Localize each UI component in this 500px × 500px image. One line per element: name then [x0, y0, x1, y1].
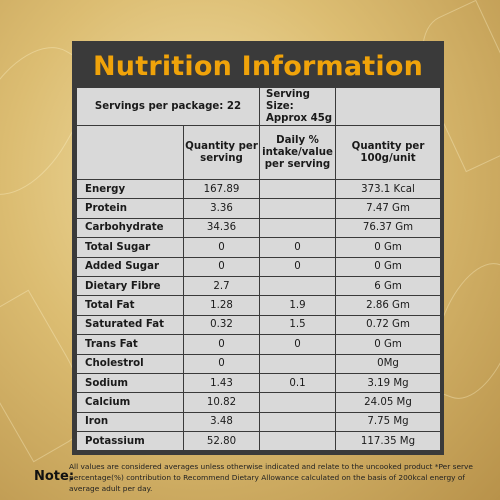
table-row: Cholestrol 0 0Mg [76, 353, 441, 374]
page-title: Nutrition Information [93, 51, 423, 82]
value-per-serving: 52.80 [183, 431, 260, 452]
table-row: Calcium 10.82 24.05 Mg [76, 392, 441, 413]
value-per-100g: 0 Gm [335, 334, 441, 355]
nutrient-name: Carbohydrate [76, 217, 184, 239]
value-per-100g: 76.37 Gm [335, 217, 441, 239]
value-per-100g: 7.47 Gm [335, 198, 441, 219]
servings-per-package: Servings per package: 22 [76, 87, 260, 126]
table-row: Total Fat 1.28 1.9 2.86 Gm [76, 295, 441, 316]
table-row: Dietary Fibre 2.7 6 Gm [76, 275, 441, 297]
value-daily-intake: 1.9 [259, 295, 336, 316]
column-header-per-serving: Quantity per serving [183, 125, 260, 180]
value-daily-intake: 0 [259, 334, 336, 355]
value-per-serving: 3.48 [183, 411, 260, 433]
nutrient-name: Cholestrol [76, 353, 184, 374]
table-header-row: Quantity per serving Daily % intake/valu… [76, 125, 441, 180]
value-daily-intake [259, 353, 336, 374]
nutrient-name: Calcium [76, 392, 184, 413]
table-row: Energy 167.89 373.1 Kcal [76, 178, 441, 200]
nutrient-name: Protein [76, 198, 184, 219]
table-row: Servings per package: 22 Serving Size: A… [76, 87, 441, 126]
table-row: Iron 3.48 7.75 Mg [76, 411, 441, 433]
value-per-serving: 0.32 [183, 314, 260, 336]
value-per-100g: 24.05 Mg [335, 392, 441, 413]
value-per-100g: 117.35 Mg [335, 431, 441, 452]
value-per-100g: 373.1 Kcal [335, 178, 441, 200]
value-per-100g: 7.75 Mg [335, 411, 441, 433]
value-per-serving: 0 [183, 353, 260, 374]
nutrient-name: Total Fat [76, 295, 184, 316]
value-daily-intake [259, 431, 336, 452]
table-row: Total Sugar 0 0 0 Gm [76, 237, 441, 258]
value-daily-intake: 0 [259, 256, 336, 277]
nutrition-table-body: Servings per package: 22 Serving Size: A… [76, 87, 441, 452]
empty-cell [335, 87, 441, 126]
value-per-serving: 2.7 [183, 275, 260, 297]
nutrition-table: Servings per package: 22 Serving Size: A… [76, 87, 441, 452]
value-per-serving: 0 [183, 256, 260, 277]
value-per-100g: 6 Gm [335, 275, 441, 297]
nutrient-name: Trans Fat [76, 334, 184, 355]
note-text: All values are considered averages unles… [69, 462, 473, 493]
value-daily-intake: 1.5 [259, 314, 336, 336]
nutrition-panel: Nutrition Information Servings per packa… [72, 41, 444, 455]
value-daily-intake [259, 411, 336, 433]
note-label: Note: [34, 469, 75, 484]
column-header-daily-intake: Daily % intake/value per serving [259, 125, 336, 180]
table-row: Saturated Fat 0.32 1.5 0.72 Gm [76, 314, 441, 336]
value-daily-intake [259, 178, 336, 200]
value-per-serving: 34.36 [183, 217, 260, 239]
value-daily-intake [259, 275, 336, 297]
value-per-100g: 0 Gm [335, 237, 441, 258]
nutrient-name: Dietary Fibre [76, 275, 184, 297]
value-per-100g: 0.72 Gm [335, 314, 441, 336]
empty-cell [76, 125, 184, 180]
value-per-serving: 3.36 [183, 198, 260, 219]
value-per-100g: 3.19 Mg [335, 372, 441, 394]
table-row: Trans Fat 0 0 0 Gm [76, 334, 441, 355]
table-row: Protein 3.36 7.47 Gm [76, 198, 441, 219]
table-row: Sodium 1.43 0.1 3.19 Mg [76, 372, 441, 394]
value-per-serving: 167.89 [183, 178, 260, 200]
value-per-serving: 0 [183, 237, 260, 258]
nutrient-name: Added Sugar [76, 256, 184, 277]
serving-size: Serving Size: Approx 45g [259, 87, 336, 126]
value-daily-intake: 0.1 [259, 372, 336, 394]
nutrient-name: Energy [76, 178, 184, 200]
nutrient-name: Total Sugar [76, 237, 184, 258]
table-row: Potassium 52.80 117.35 Mg [76, 431, 441, 452]
value-per-100g: 0Mg [335, 353, 441, 374]
table-row: Added Sugar 0 0 0 Gm [76, 256, 441, 277]
value-per-100g: 2.86 Gm [335, 295, 441, 316]
value-per-serving: 0 [183, 334, 260, 355]
nutrient-name: Potassium [76, 431, 184, 452]
value-per-serving: 1.43 [183, 372, 260, 394]
value-per-100g: 0 Gm [335, 256, 441, 277]
nutrient-name: Saturated Fat [76, 314, 184, 336]
nutrient-name: Iron [76, 411, 184, 433]
value-daily-intake [259, 198, 336, 219]
value-daily-intake: 0 [259, 237, 336, 258]
table-row: Carbohydrate 34.36 76.37 Gm [76, 217, 441, 239]
nutrient-name: Sodium [76, 372, 184, 394]
value-daily-intake [259, 392, 336, 413]
value-per-serving: 1.28 [183, 295, 260, 316]
value-per-serving: 10.82 [183, 392, 260, 413]
value-daily-intake [259, 217, 336, 239]
column-header-per-100g: Quantity per 100g/unit [335, 125, 441, 180]
